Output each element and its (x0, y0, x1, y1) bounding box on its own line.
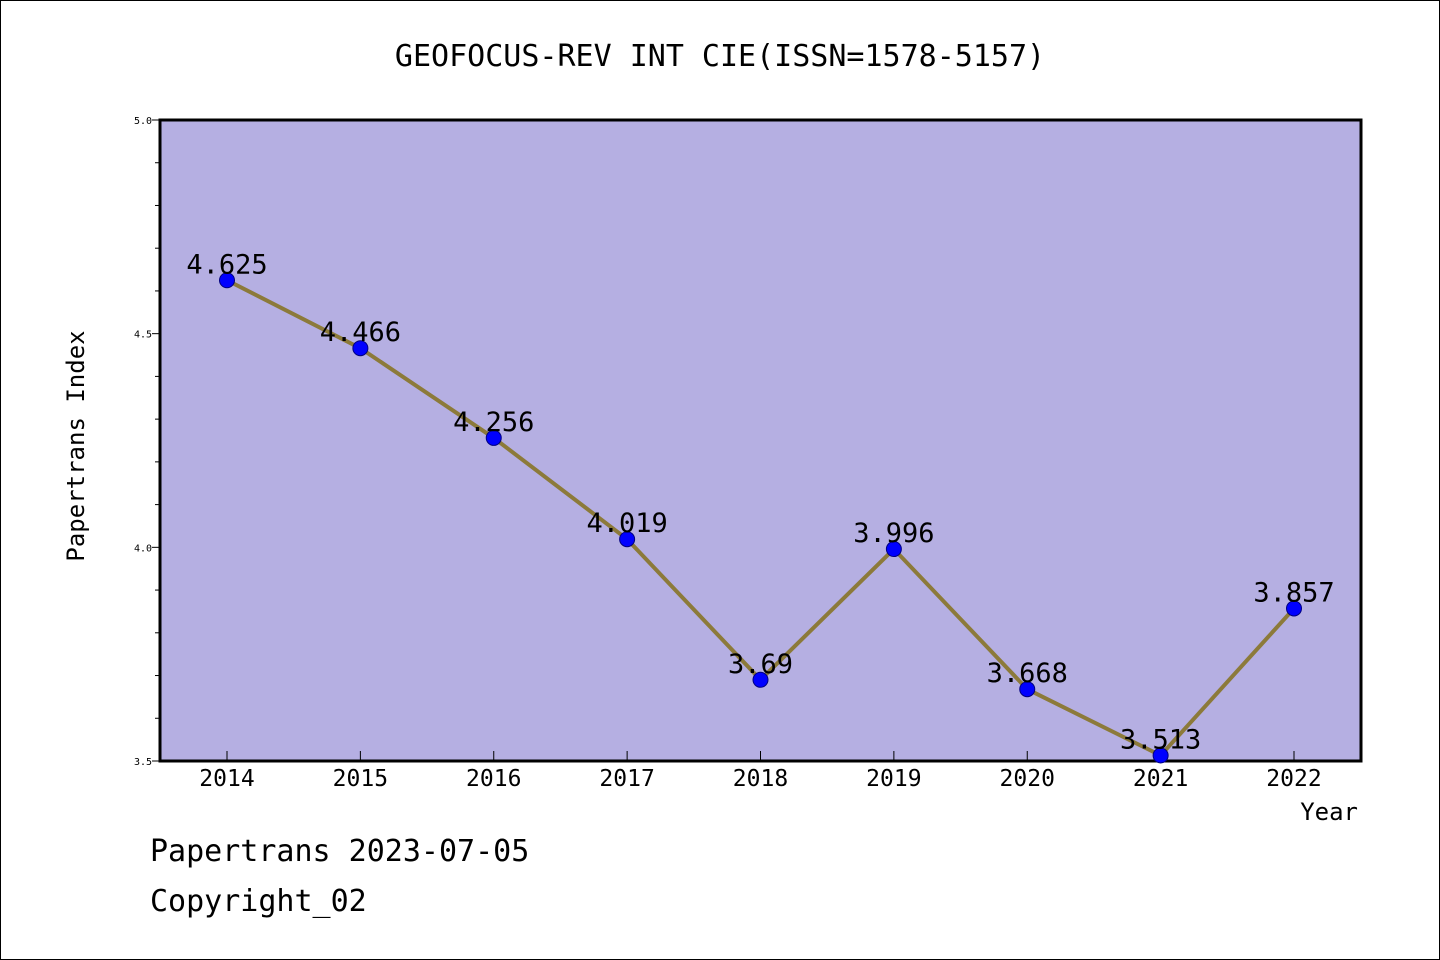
x-tick-label: 2016 (466, 766, 521, 792)
x-tick-label: 2018 (733, 766, 788, 792)
series-markers (219, 272, 1302, 764)
x-tick-label: 2020 (1000, 766, 1055, 792)
x-axis-label: Year (1300, 798, 1358, 826)
data-labels: 4.625 4.466 4.256 4.019 3.69 3.996 3.668 3.513 3… (186, 249, 1334, 755)
footer-copyright: Copyright_02 (150, 884, 367, 919)
data-label-2019: 3.996 (853, 518, 934, 549)
data-label-2022: 3.857 (1253, 577, 1334, 608)
data-point-2018 (752, 671, 769, 688)
y-tick-label: 5.0 (134, 116, 152, 127)
y-tick-label: 3.5 (134, 757, 152, 768)
data-label-2016: 4.256 (453, 407, 534, 438)
data-point-2021 (1152, 747, 1169, 764)
data-label-2014: 4.625 (186, 249, 267, 280)
data-label-2021: 3.513 (1120, 724, 1201, 755)
y-tick-label: 4.0 (134, 543, 152, 554)
data-point-2022 (1286, 600, 1302, 617)
data-point-2016 (485, 429, 502, 446)
x-tick-label: 2021 (1133, 766, 1188, 792)
y-axis-label: Papertrans Index (62, 330, 90, 561)
footer-date: Papertrans 2023-07-05 (150, 834, 530, 869)
x-tick-label: 2022 (1266, 766, 1321, 792)
plot-area (158, 118, 1363, 763)
x-tick-label: 2019 (866, 766, 921, 792)
data-point-2014 (219, 272, 235, 289)
chart-title: GEOFOCUS-REV INT CIE(ISSN=1578-5157) (395, 39, 1045, 74)
y-tick-label: 4.5 (134, 330, 152, 341)
data-point-2020 (1019, 681, 1036, 698)
data-label-2017: 4.019 (586, 508, 667, 539)
data-point-2015 (352, 340, 369, 357)
data-point-2017 (619, 531, 636, 548)
y-axis: 3.5 4.0 4.5 5.0 (134, 116, 160, 768)
x-tick-label: 2015 (333, 766, 388, 792)
data-label-2015: 4.466 (320, 317, 401, 348)
data-point-2019 (885, 541, 902, 558)
data-label-2018: 3.69 (728, 649, 793, 680)
data-label-2020: 3.668 (987, 658, 1068, 689)
x-tick-label: 2017 (599, 766, 654, 792)
x-axis: 2014 2015 2016 2017 2018 2019 2020 2021 2022 (199, 751, 1322, 792)
x-tick-label: 2014 (199, 766, 254, 792)
